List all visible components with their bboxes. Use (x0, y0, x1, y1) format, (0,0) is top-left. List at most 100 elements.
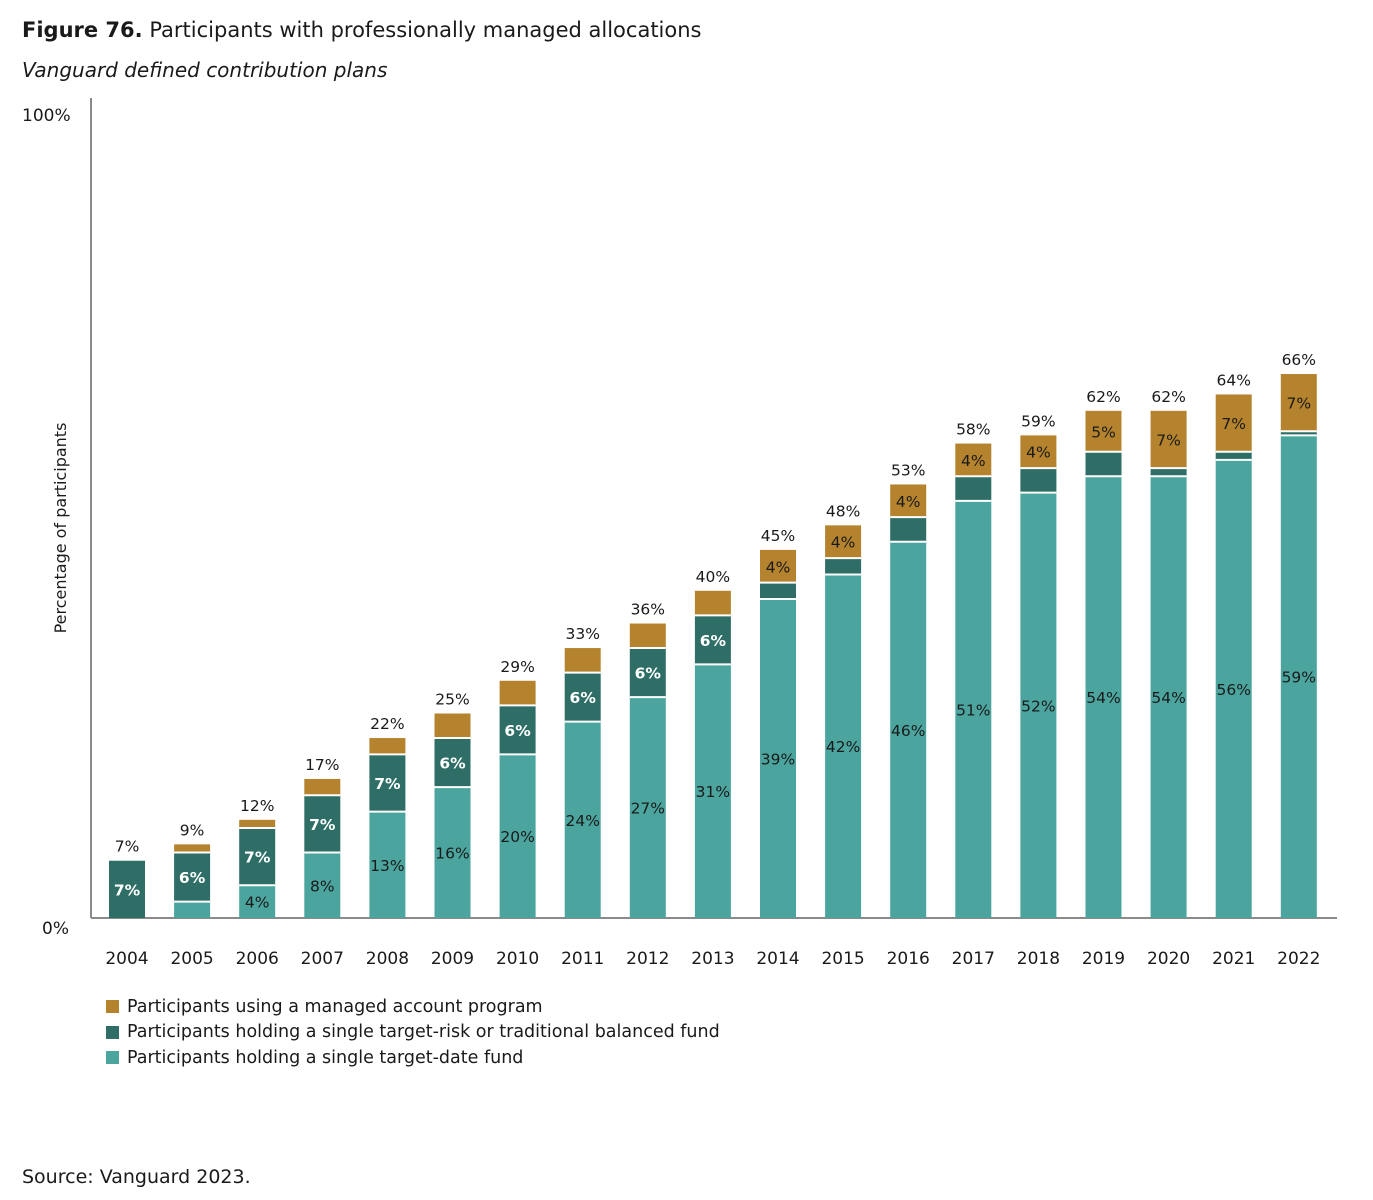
legend-label: Participants using a managed account pro… (127, 996, 543, 1017)
segment-label-managed-account: 4% (1026, 444, 1051, 462)
bar-segment-target-date (1150, 476, 1187, 918)
x-tick-label: 2012 (626, 949, 669, 969)
bar-segment-target-risk (109, 860, 145, 918)
x-tick-label: 2020 (1147, 949, 1190, 969)
segment-label-target-date: 24% (565, 812, 599, 830)
bar-segment-managed-account (434, 713, 471, 739)
segment-label-target-date: 51% (956, 701, 990, 719)
segment-label-target-risk: 7% (374, 775, 401, 793)
segment-label-target-risk: 7% (244, 849, 271, 867)
bar-total-label: 40% (696, 568, 730, 586)
bar-total-label: 7% (115, 838, 140, 856)
bar-segment-target-date (890, 541, 927, 918)
bar-segment-managed-account (955, 443, 992, 477)
segment-label-target-date: 42% (826, 738, 860, 756)
segment-label-target-risk: 6% (439, 755, 466, 773)
bar-segment-managed-account (1280, 374, 1317, 432)
bar-segment-target-date (434, 787, 471, 918)
bar-segment-target-risk (499, 705, 536, 755)
segment-label-target-risk: 6% (179, 869, 206, 887)
segment-label-target-date: 20% (500, 828, 534, 846)
x-tick-label: 2013 (691, 949, 734, 969)
y-tick-label: 0% (42, 919, 69, 939)
segment-label-managed-account: 4% (961, 452, 986, 470)
bar-segment-target-risk (1020, 468, 1057, 493)
bar-segment-target-risk (629, 648, 666, 698)
bar-total-label: 36% (631, 601, 665, 619)
figure-title-text: Participants with professionally managed… (149, 18, 702, 42)
bar-segment-target-risk (1280, 431, 1317, 436)
bar-segment-target-risk (304, 795, 341, 853)
segment-label-target-risk: 6% (570, 689, 597, 707)
bar-segment-target-date (1280, 435, 1317, 918)
bar-segment-managed-account (239, 819, 276, 829)
segment-label-managed-account: 7% (1156, 431, 1181, 449)
bar-total-label: 9% (180, 821, 205, 839)
x-tick-label: 2005 (170, 949, 213, 969)
segment-label-target-date: 54% (1151, 689, 1185, 707)
segment-label-managed-account: 5% (1091, 423, 1116, 441)
segment-label-target-date: 4% (245, 894, 270, 912)
legend-item-managed-account: Participants using a managed account pro… (106, 994, 720, 1020)
bar-segment-target-risk (1215, 451, 1252, 460)
bar-total-label: 12% (240, 797, 274, 815)
y-axis-title: Percentage of participants (51, 423, 70, 634)
x-tick-label: 2007 (301, 949, 344, 969)
bar-segment-target-date (174, 901, 211, 918)
bar-segment-target-risk (890, 517, 927, 542)
segment-label-managed-account: 7% (1287, 395, 1312, 413)
segment-label-managed-account: 4% (831, 534, 856, 552)
bar-total-label: 29% (500, 658, 534, 676)
legend-item-target-date: Participants holding a single target-dat… (106, 1045, 720, 1071)
stacked-bar-chart: 100% 0% Percentage of participants 7% 7% 200… (22, 98, 1337, 969)
x-tick-label: 2018 (1017, 949, 1060, 969)
figure-label: Figure 76. (22, 18, 143, 42)
bar-segment-managed-account (174, 844, 211, 853)
bar-total-label: 22% (370, 715, 404, 733)
bar-segment-target-risk (955, 476, 992, 501)
segment-label-managed-account: 4% (896, 493, 921, 511)
segment-label-target-date: 31% (696, 783, 730, 801)
legend-item-target-risk: Participants holding a single target-ris… (106, 1020, 720, 1046)
bar-segment-target-date (1020, 492, 1057, 918)
bar-segment-managed-account (1085, 410, 1122, 452)
bar-segment-target-risk (239, 828, 276, 886)
y-tick-label: 100% (22, 106, 71, 126)
bar-segment-target-date (239, 885, 276, 918)
bar-total-label: 48% (826, 502, 860, 520)
segment-label-target-date: 27% (631, 800, 665, 818)
bar-segment-managed-account (760, 549, 796, 583)
x-tick-label: 2010 (496, 949, 539, 969)
x-tick-label: 2006 (236, 949, 279, 969)
bar-segment-target-date (694, 664, 731, 918)
x-tick-label: 2011 (561, 949, 604, 969)
segment-label-target-risk: 6% (635, 665, 662, 683)
segment-label-target-date: 52% (1021, 697, 1055, 715)
bar-segment-managed-account (499, 680, 536, 706)
bar-total-label: 62% (1151, 388, 1185, 406)
bar-segment-target-date (369, 811, 406, 918)
segment-label-target-risk: 7% (114, 881, 141, 899)
bar-segment-target-risk (369, 754, 406, 812)
x-tick-label: 2009 (431, 949, 474, 969)
segment-label-target-date: 56% (1216, 681, 1250, 699)
bar-segment-target-risk (760, 582, 796, 599)
bar-total-label: 59% (1021, 412, 1055, 430)
bar-segment-managed-account (1215, 394, 1252, 452)
bar-segment-target-date (304, 852, 341, 918)
x-tick-label: 2008 (366, 949, 409, 969)
bar-total-label: 64% (1216, 371, 1250, 389)
bar-total-label: 25% (435, 691, 469, 709)
segment-label-target-date: 16% (435, 845, 469, 863)
bar-segment-target-risk (1150, 468, 1187, 477)
segment-label-target-date: 13% (370, 857, 404, 875)
chart-subtitle: Vanguard defined contribution plans (22, 58, 388, 82)
bar-total-label: 53% (891, 461, 925, 479)
chart-axes: 100% 0% Percentage of participants (22, 98, 1337, 939)
bar-segment-managed-account (694, 590, 731, 616)
legend-swatch (106, 1051, 119, 1065)
legend-swatch (106, 1000, 119, 1014)
bar-total-label: 58% (956, 421, 990, 439)
x-tick-label: 2004 (105, 949, 148, 969)
x-tick-label: 2015 (821, 949, 864, 969)
